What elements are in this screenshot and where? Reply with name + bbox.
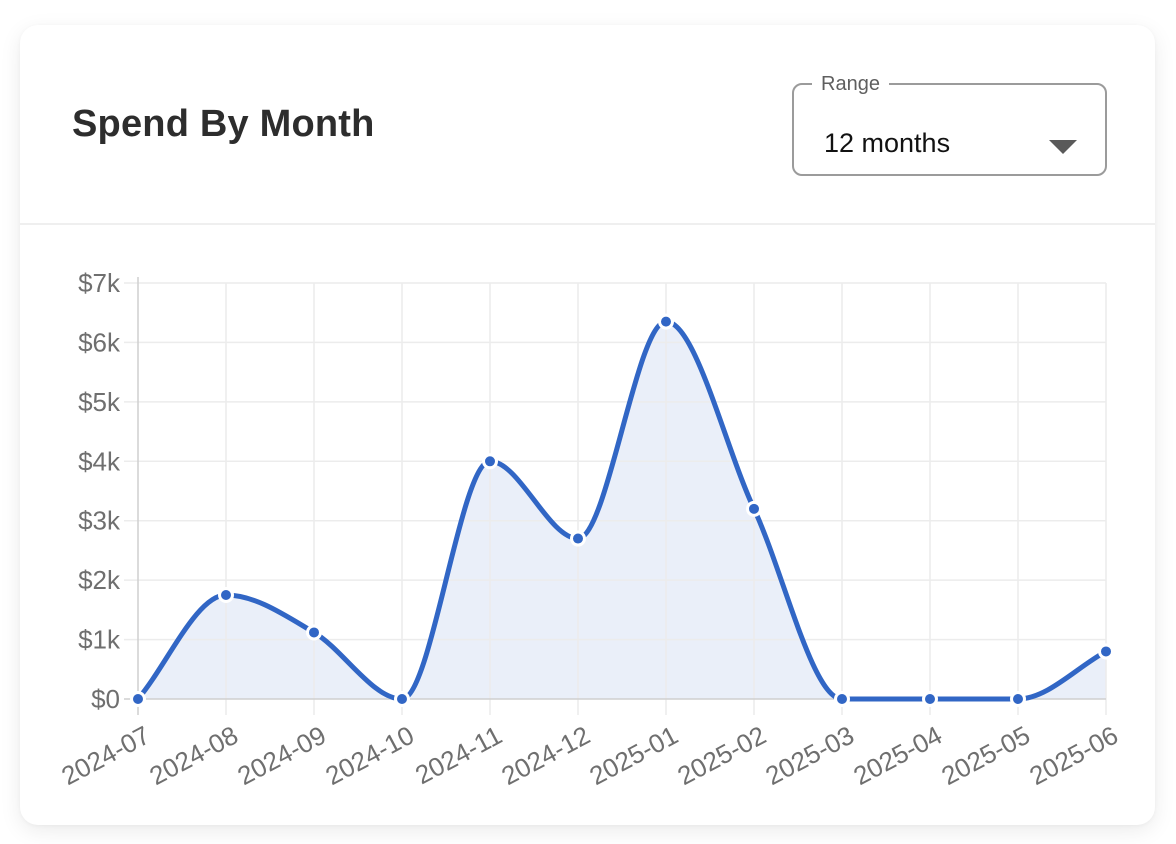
data-point-marker[interactable] <box>306 624 322 641</box>
y-tick-label: $3k <box>78 506 121 536</box>
y-tick-label: $5k <box>78 387 121 417</box>
data-point-marker[interactable] <box>218 587 234 603</box>
area-fill <box>138 321 1106 699</box>
x-tick-label: 2025-04 <box>848 720 946 791</box>
data-point-marker[interactable] <box>130 691 146 707</box>
spend-chart-svg: $0$1k$2k$3k$4k$5k$6k$7k2024-072024-08202… <box>56 268 1122 791</box>
y-tick-label: $0 <box>91 684 120 714</box>
data-point-marker[interactable] <box>394 691 410 707</box>
chart-area: $0 $1k $2k $3k $4k $5k $6k $7k 2024-07 2024-08 202… <box>20 225 1155 825</box>
x-tick-label: 2024-08 <box>144 720 242 791</box>
y-tick-label: $7k <box>78 268 121 298</box>
data-point-marker[interactable] <box>1098 643 1114 660</box>
y-tick-label: $2k <box>78 565 121 595</box>
spend-by-month-card: Spend By Month Range 12 months $0 $1k $2k $… <box>20 25 1155 825</box>
range-select-label: Range <box>821 72 880 95</box>
card-header: Spend By Month Range 12 months <box>20 25 1155 223</box>
x-tick-label: 2025-03 <box>760 720 858 791</box>
x-tick-label: 2024-09 <box>232 720 330 791</box>
x-tick-label: 2025-02 <box>672 720 770 791</box>
data-point-marker[interactable] <box>570 530 586 547</box>
x-tick-label: 2024-10 <box>320 720 418 791</box>
x-tick-label: 2025-06 <box>1024 720 1122 791</box>
card-title: Spend By Month <box>72 102 375 145</box>
y-tick-label: $1k <box>78 625 121 655</box>
data-point-marker[interactable] <box>746 500 762 517</box>
x-tick-label: 2024-07 <box>56 720 154 791</box>
x-tick-label: 2025-01 <box>584 720 682 791</box>
header-divider <box>20 223 1155 225</box>
range-select[interactable]: Range 12 months <box>792 72 1107 176</box>
y-tick-label: $4k <box>78 446 121 476</box>
data-point-marker[interactable] <box>658 313 674 330</box>
chevron-down-icon <box>1049 139 1077 154</box>
data-point-marker[interactable] <box>834 691 850 707</box>
data-point-marker[interactable] <box>922 691 938 707</box>
x-tick-label: 2024-11 <box>410 720 507 790</box>
x-tick-label: 2025-05 <box>936 720 1034 791</box>
y-tick-label: $6k <box>78 327 121 357</box>
data-point-marker[interactable] <box>1010 691 1026 707</box>
range-select-value: 12 months <box>824 127 951 158</box>
data-point-marker[interactable] <box>482 453 498 470</box>
x-tick-label: 2024-12 <box>496 720 594 791</box>
